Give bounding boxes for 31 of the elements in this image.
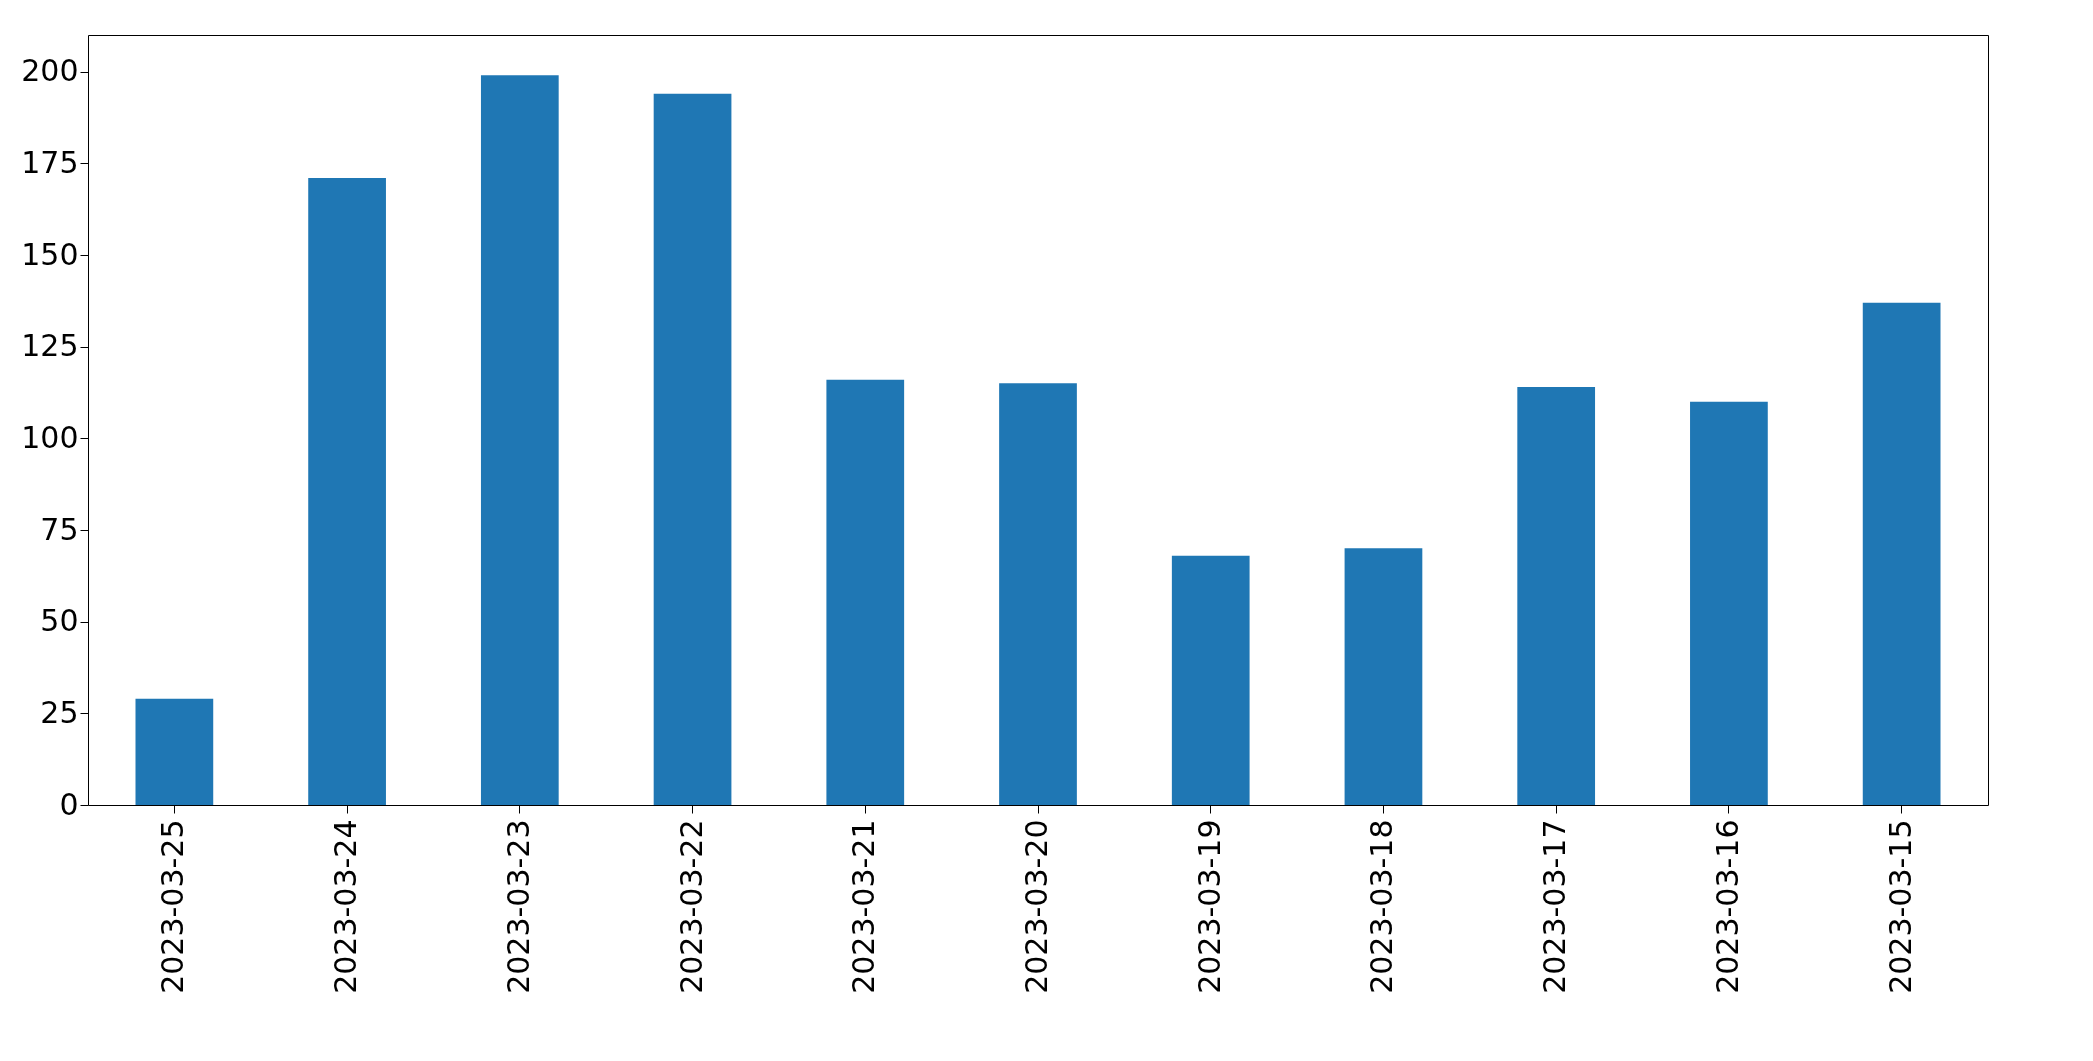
- bar: [308, 178, 386, 805]
- bar: [1344, 548, 1423, 805]
- x-tick-label: 2023-03-15: [1882, 819, 1918, 994]
- y-tick-label: 75: [40, 511, 79, 547]
- y-tick-label: 0: [59, 786, 79, 822]
- x-tick-label: 2023-03-20: [1019, 819, 1054, 994]
- bar: [480, 75, 559, 805]
- x-tick-label: 2023-03-18: [1364, 819, 1400, 994]
- y-tick-label: 50: [40, 603, 79, 639]
- y-tick-label: 175: [21, 144, 79, 180]
- y-tick-label: 25: [40, 694, 79, 730]
- x-tick-label: 2023-03-25: [155, 819, 191, 994]
- bar: [1862, 302, 1941, 805]
- y-tick-label: 200: [21, 53, 79, 89]
- bar: [1171, 555, 1250, 805]
- bar: [653, 93, 732, 805]
- bar: [826, 379, 905, 805]
- y-tick-label: 125: [21, 328, 79, 364]
- x-tick-label: 2023-03-21: [846, 819, 882, 994]
- bar: [1690, 401, 1768, 805]
- x-tick-label: 2023-03-16: [1709, 819, 1745, 994]
- bar: [999, 383, 1077, 805]
- x-tick-label: 2023-03-22: [673, 819, 709, 994]
- y-tick-label: 150: [21, 236, 79, 272]
- bar: [135, 698, 214, 805]
- bar: [1517, 387, 1596, 805]
- x-tick-label: 2023-03-23: [500, 819, 536, 994]
- y-tick-label: 100: [21, 419, 79, 455]
- x-tick-label: 2023-03-19: [1191, 819, 1227, 994]
- x-tick-label: 2023-03-24: [328, 819, 364, 994]
- x-tick-label: 2023-03-17: [1537, 819, 1573, 994]
